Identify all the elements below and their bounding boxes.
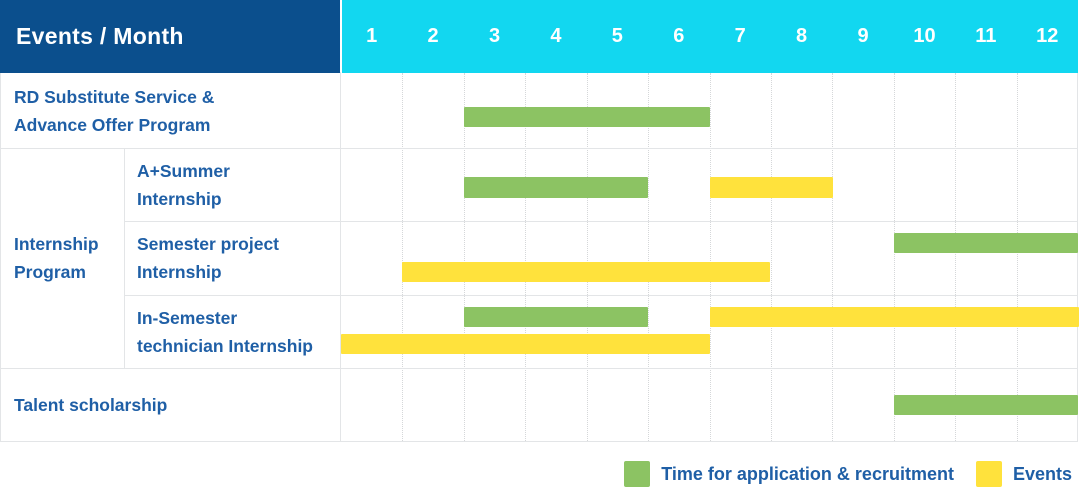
row-separator [0,148,1078,149]
gantt-bar-events [402,262,770,282]
row-label-line: technician Internship [137,335,313,356]
month-label-8: 8 [796,25,808,47]
row-separator [124,221,1078,222]
row-label-line: A+Summer [137,160,230,181]
gantt-bar-events [710,307,1079,327]
row-separator [124,295,1078,296]
month-label-7: 7 [734,25,746,47]
table-left-border [0,73,1,441]
gantt-bar-events [710,177,833,198]
month-label-9: 9 [857,25,869,47]
table-right-border [1077,73,1078,441]
month-gridline [710,73,711,441]
row-label: Talent scholarship [0,368,340,441]
label-grid-separator [340,72,341,441]
corner-header-cell: Events / Month [0,0,340,73]
row-label-line: Internship [14,234,99,254]
legend: Time for application & recruitment Event… [624,459,1072,489]
legend-swatch-recruitment [624,461,651,487]
row-label-line: Internship [137,188,222,209]
month-label-4: 4 [550,25,562,47]
month-gridline [587,73,588,441]
row-label-line: Advance Offer Program [14,114,211,135]
month-gridline [525,73,526,441]
gantt-bar-recruitment [894,395,1078,415]
month-gridline [648,73,649,441]
row-label: A+Summer Internship [124,148,340,221]
month-gridline [955,73,956,441]
months-header: 1 2 3 4 5 6 7 8 9 10 11 12 [342,0,1078,73]
gantt-bar-recruitment [894,233,1078,253]
gantt-bar-recruitment [464,307,648,327]
month-label-1: 1 [366,25,378,47]
row-label-line: RD Substitute Service & [14,86,215,107]
row-label-line: Program [14,262,86,282]
month-gridline [894,73,895,441]
month-gridline [402,73,403,441]
row-separator [0,441,1078,442]
row-label-line: Internship [137,262,222,282]
gantt-bar-recruitment [464,107,710,127]
month-label-12: 12 [1036,25,1059,47]
month-label-11: 11 [975,25,997,47]
corner-header-label: Events / Month [16,23,184,49]
row-label: RD Substitute Service & Advance Offer Pro… [0,73,340,148]
month-label-6: 6 [673,25,685,47]
row-separator [0,368,1078,369]
row-label-line: Semester project [137,234,280,254]
gantt-bar-recruitment [464,177,648,198]
group-column-separator [124,148,125,368]
month-label-5: 5 [611,25,623,47]
group-label-internship-program: Internship Program [0,148,124,368]
month-gridline [832,73,833,441]
row-label-line: Talent scholarship [14,394,168,415]
row-label: Semester project Internship [124,221,340,295]
month-label-10: 10 [913,25,936,47]
legend-swatch-events [975,461,1002,487]
month-gridline [1017,73,1018,441]
row-label-line: In-Semester [137,307,238,328]
row-label: In-Semester technician Internship [124,295,340,368]
month-gridline [771,73,772,441]
month-label-3: 3 [488,25,501,47]
legend-label-recruitment: Time for application & recruitment [661,463,954,484]
month-label-2: 2 [427,25,439,47]
gantt-bar-events [341,334,710,354]
legend-label-events: Events [1012,463,1072,484]
month-gridline [464,73,465,441]
